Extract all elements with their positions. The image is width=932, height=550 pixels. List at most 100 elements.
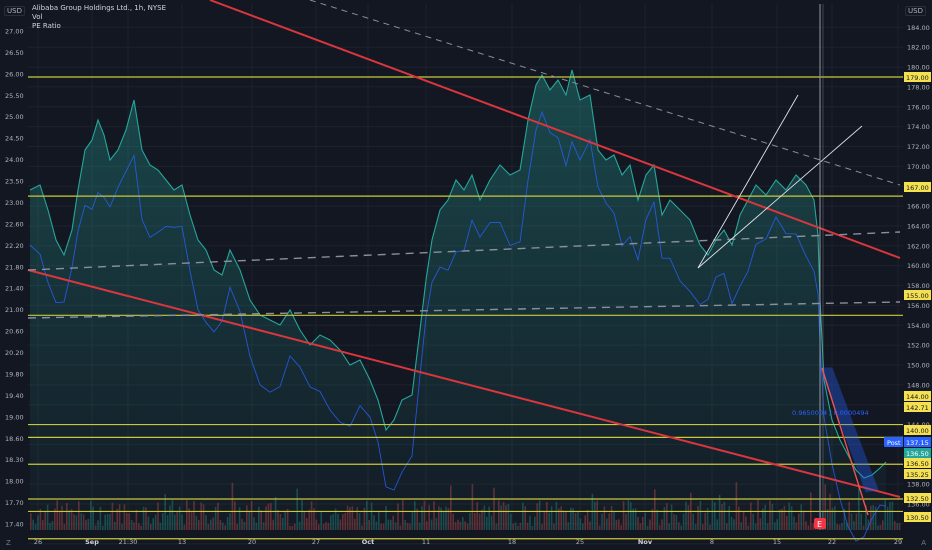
price-badge-bg [904,182,931,192]
price-badge-label: 136.50 [906,460,929,468]
price-badge-label: 144.00 [906,393,929,401]
left-axis-tick-label: 24.00 [5,156,24,164]
right-axis-tick-label: 172.00 [907,143,930,151]
left-axis-tick-label: 17.70 [5,499,24,507]
price-badge-label: 140.00 [906,427,929,435]
time-axis-label: 15 [773,538,781,546]
price-badge-label: 132.50 [906,495,929,503]
left-axis-tick-label: 26.50 [5,49,24,57]
volume-bar [889,501,891,530]
time-axis-label: 26 [34,538,42,546]
fib-ratio-annotation: 0.9650004 / 0.0000494 [792,409,869,417]
left-axis-tick-label: 19.80 [5,370,24,378]
right-axis-tick-label: 176.00 [907,103,930,111]
timezone-toggle[interactable]: Z [6,539,11,547]
right-axis-tick-label: 178.00 [907,83,930,91]
left-axis-tick-label: 18.00 [5,478,24,486]
right-axis-tick-label: 162.00 [907,242,930,250]
time-axis-label: 18 [508,538,516,546]
price-badge-bg [904,437,931,447]
left-axis-tick-label: 23.50 [5,178,24,186]
post-market-tag-bg [884,437,903,447]
volume-indicator-label[interactable]: Vol [32,13,43,21]
time-axis: 26 Sep 21:30 13 20 27 Oct 11 18 25 Nov 8 15 22 29 [34,538,902,546]
left-axis-tick-label: 22.60 [5,220,24,228]
right-axis-tick-label: 148.00 [907,381,930,389]
right-axis-tick-label: 160.00 [907,262,930,270]
left-axis-tick-label: 18.30 [5,456,24,464]
time-axis-label: 8 [710,538,714,546]
price-badge-bg [904,402,931,412]
symbol-title[interactable]: Alibaba Group Holdings Ltd., 1h, NYSE [32,4,167,12]
price-badge-bg [904,290,931,300]
right-axis-tick-label: 152.00 [907,342,930,350]
time-axis-label: Nov [638,538,653,546]
right-axis-tick-label: 164.00 [907,222,930,230]
dashed-channel-upper [27,231,901,271]
price-badge-bg [904,448,931,458]
price-badge-bg [904,391,931,401]
left-axis-tick-label: 19.00 [5,413,24,421]
left-axis-tick-label: 25.50 [5,92,24,100]
right-axis-tick-label: 136.00 [907,500,930,508]
time-axis-label: 27 [312,538,320,546]
price-line [29,69,887,479]
price-badge-label: 179.00 [906,74,929,82]
price-badge-bg [904,512,931,522]
left-axis-tick-label: 21.80 [5,263,24,271]
price-badge-label: 136.50 [906,450,929,458]
right-axis-tick-label: 170.00 [907,163,930,171]
time-axis-label: 11 [422,538,430,546]
price-badge-bg [904,458,931,468]
right-axis-tick-label: 154.00 [907,322,930,330]
left-axis-tick-label: 20.60 [5,328,24,336]
dashed-trend-line [309,0,901,186]
right-axis-tick-label: 180.00 [907,64,930,72]
downtrend-line-lower [27,269,901,498]
right-currency-label[interactable]: USD [905,6,926,16]
post-market-tag: Post [887,439,901,447]
time-axis-label: Sep [85,538,99,546]
price-badge-bg [904,469,931,479]
right-axis-tick-label: 138.00 [907,481,930,489]
left-axis-tick-label: 22.20 [5,242,24,250]
projection-channel [819,367,879,493]
left-price-axis: 27.00 26.50 26.00 25.50 25.00 24.50 24.00 23.50… [5,28,24,529]
time-axis-label: 22 [828,538,836,546]
volume-bar [894,521,896,530]
price-badge-label: 130.50 [906,514,929,522]
volume-bar [898,523,901,530]
time-axis-label: 21:30 [119,538,138,546]
price-badge-label: 137.15 [906,439,929,447]
left-axis-tick-label: 19.40 [5,392,24,400]
chart-legend: Alibaba Group Holdings Ltd., 1h, NYSE Vo… [32,4,166,31]
right-axis-tick-label: 184.00 [907,24,930,32]
volume-bar [891,501,894,530]
left-axis-tick-label: 25.00 [5,113,24,121]
projection-line [821,367,869,516]
price-badge-label: 135.25 [906,471,929,479]
right-axis-tick-label: 182.00 [907,44,930,52]
auto-scale-toggle[interactable]: A [921,539,926,547]
right-axis-tick-label: 158.00 [907,282,930,290]
left-currency-label[interactable]: USD [4,6,25,16]
left-axis-tick-label: 17.40 [5,521,24,529]
left-axis-tick-label: 21.40 [5,285,24,293]
wedge-line-upper [697,94,799,269]
time-axis-label: 20 [248,538,256,546]
left-axis-tick-label: 20.20 [5,349,24,357]
price-badge-label: 167.00 [906,184,929,192]
left-axis-tick-label: 24.50 [5,135,24,143]
time-axis-label: 25 [576,538,584,546]
dashed-channel-lower [27,301,901,319]
pe-ratio-indicator-label[interactable]: PE Ratio [32,22,61,30]
left-axis-tick-label: 26.00 [5,70,24,78]
earnings-marker-label: E [817,520,822,529]
price-area-fill [30,70,886,530]
left-axis-tick-label: 21.00 [5,306,24,314]
right-axis-tick-label: 156.00 [907,302,930,310]
wedge-line-lower [697,125,863,269]
price-badge-label: 142.71 [906,404,929,412]
volume-bar [886,506,889,530]
